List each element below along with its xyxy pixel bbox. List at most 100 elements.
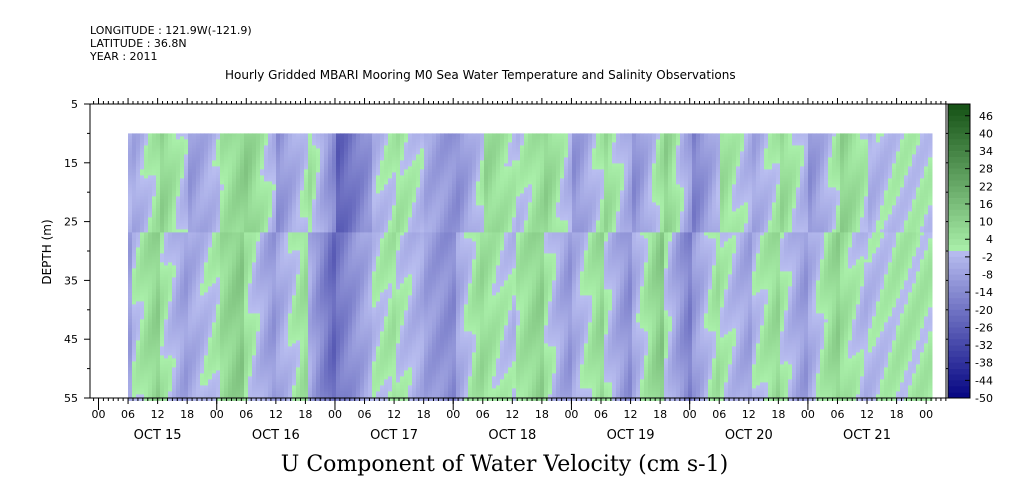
heatmap-cell — [188, 295, 193, 299]
heatmap-cell — [128, 217, 133, 221]
heatmap-cell — [188, 136, 193, 140]
heatmap-cell — [156, 262, 161, 266]
heatmap-cell — [144, 232, 149, 236]
heatmap-cell — [236, 322, 241, 326]
heatmap-cell — [164, 136, 169, 140]
heatmap-cell — [144, 178, 149, 182]
heatmap-cell — [252, 247, 257, 251]
heatmap-cell — [240, 349, 245, 353]
heatmap-cell — [328, 238, 333, 242]
heatmap-cell — [344, 157, 349, 161]
heatmap-cell — [220, 373, 225, 377]
heatmap-cell — [308, 268, 313, 272]
heatmap-cell — [244, 283, 249, 287]
heatmap-cell — [136, 187, 141, 191]
heatmap-cell — [256, 289, 261, 293]
heatmap-cell — [180, 349, 185, 353]
heatmap-cell — [288, 349, 293, 353]
heatmap-cell — [312, 289, 317, 293]
heatmap-cell — [136, 262, 141, 266]
heatmap-cell — [276, 271, 281, 275]
heatmap-cell — [224, 253, 229, 257]
heatmap-cell — [308, 385, 313, 389]
heatmap-cell — [284, 184, 289, 188]
heatmap-cell — [224, 292, 229, 296]
heatmap-cell — [324, 217, 329, 221]
heatmap-cell — [188, 250, 193, 254]
heatmap-cell — [280, 211, 285, 215]
heatmap-cell — [312, 361, 317, 365]
heatmap-cell — [192, 322, 197, 326]
heatmap-cell — [168, 349, 173, 353]
heatmap-cell — [244, 289, 249, 293]
heatmap-cell — [168, 232, 173, 236]
heatmap-cell — [168, 352, 173, 356]
heatmap-cell — [256, 172, 261, 176]
heatmap-cell — [288, 154, 293, 158]
heatmap-cell — [160, 208, 165, 212]
heatmap-cell — [164, 145, 169, 149]
heatmap-cell — [220, 256, 225, 260]
heatmap-cell — [320, 157, 325, 161]
heatmap-cell — [172, 247, 177, 251]
heatmap-cell — [328, 367, 333, 371]
heatmap-cell — [344, 268, 349, 272]
heatmap-cell — [156, 226, 161, 230]
heatmap-cell — [140, 361, 145, 365]
heatmap-cell — [260, 364, 265, 368]
heatmap-cell — [312, 235, 317, 239]
heatmap-cell — [284, 145, 289, 149]
heatmap-cell — [204, 274, 209, 278]
heatmap-cell — [284, 157, 289, 161]
heatmap-cell — [300, 244, 305, 248]
heatmap-cell — [264, 382, 269, 386]
heatmap-cell — [220, 181, 225, 185]
heatmap-cell — [184, 307, 189, 311]
heatmap-cell — [160, 190, 165, 194]
heatmap-cell — [160, 301, 165, 305]
heatmap-cell — [268, 349, 273, 353]
heatmap-cell — [200, 199, 205, 203]
heatmap-cell — [280, 178, 285, 182]
heatmap-cell — [276, 133, 281, 137]
heatmap-cell — [160, 277, 165, 281]
heatmap-cell — [136, 382, 141, 386]
heatmap-cell — [272, 358, 277, 362]
heatmap-cell — [212, 337, 217, 341]
heatmap-cell — [316, 223, 321, 227]
heatmap-cell — [132, 175, 137, 179]
heatmap-cell — [224, 304, 229, 308]
heatmap-cell — [212, 214, 217, 218]
heatmap-cell — [172, 253, 177, 257]
heatmap-cell — [284, 208, 289, 212]
heatmap-cell — [252, 253, 257, 257]
heatmap-cell — [264, 229, 269, 233]
heatmap-cell — [276, 163, 281, 167]
heatmap-cell — [316, 250, 321, 254]
heatmap-cell — [128, 193, 133, 197]
heatmap-cell — [244, 163, 249, 167]
heatmap-cell — [352, 142, 357, 146]
heatmap-cell — [216, 325, 221, 329]
heatmap-cell — [240, 313, 245, 317]
heatmap-cell — [196, 352, 201, 356]
heatmap-cell — [208, 292, 213, 296]
heatmap-cell — [280, 157, 285, 161]
heatmap-cell — [288, 373, 293, 377]
heatmap-cell — [304, 205, 309, 209]
heatmap-cell — [188, 310, 193, 314]
heatmap-cell — [176, 382, 181, 386]
heatmap-cell — [144, 286, 149, 290]
heatmap-cell — [336, 154, 341, 158]
heatmap-cell — [236, 367, 241, 371]
heatmap-cell — [256, 364, 261, 368]
heatmap-cell — [300, 166, 305, 170]
heatmap-cell — [240, 295, 245, 299]
heatmap-cell — [220, 208, 225, 212]
heatmap-cell — [304, 301, 309, 305]
heatmap-cell — [196, 172, 201, 176]
heatmap-cell — [260, 232, 265, 236]
heatmap-cell — [236, 187, 241, 191]
heatmap-cell — [336, 205, 341, 209]
heatmap-cell — [168, 292, 173, 296]
